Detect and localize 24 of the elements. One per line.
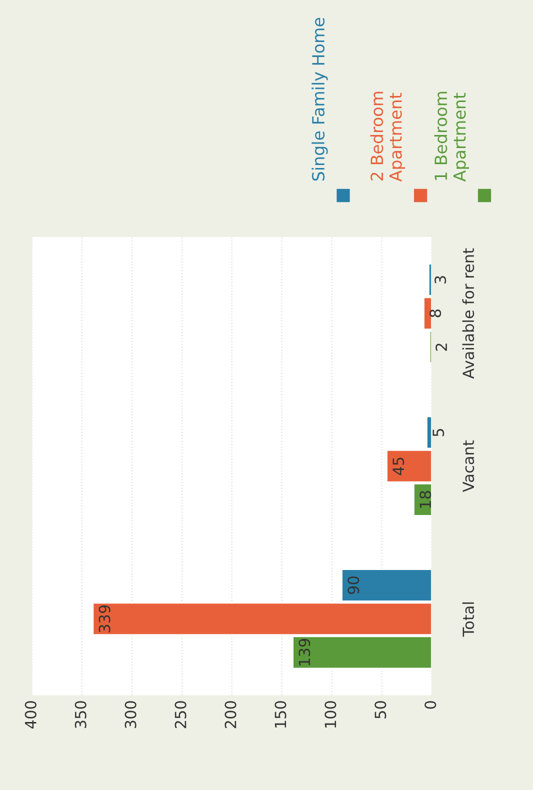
data-label: 18: [420, 491, 432, 508]
text: 1 Bedroom Apartment: [434, 92, 470, 182]
data-label: 3: [434, 276, 446, 284]
x-tick-label: 100: [324, 701, 336, 728]
data-label: 45: [392, 458, 404, 476]
x-tick-label: 300: [124, 701, 136, 728]
x-tick-label: 0: [424, 701, 436, 709]
x-tick-label: 200: [224, 701, 236, 728]
data-label: 339: [98, 605, 110, 632]
data-label: 90: [348, 576, 360, 594]
y-tick-label: Available for rent: [462, 248, 474, 379]
x-tick-label: 150: [274, 701, 286, 728]
data-label: 139: [298, 638, 310, 666]
x-tick-label: 250: [174, 701, 186, 728]
x-tick-label: 400: [24, 701, 36, 728]
x-tick-label: 350: [74, 701, 86, 728]
x-tick-label: 50: [374, 701, 386, 718]
text: 2 Bedroom Apartment: [370, 92, 406, 182]
data-label: 5: [432, 428, 444, 436]
data-label: 8: [430, 310, 442, 318]
text: Single Family Home: [312, 18, 328, 181]
y-tick-label: Vacant: [462, 440, 474, 492]
data-label: 2: [436, 344, 447, 351]
y-tick-label: Total: [462, 602, 474, 637]
